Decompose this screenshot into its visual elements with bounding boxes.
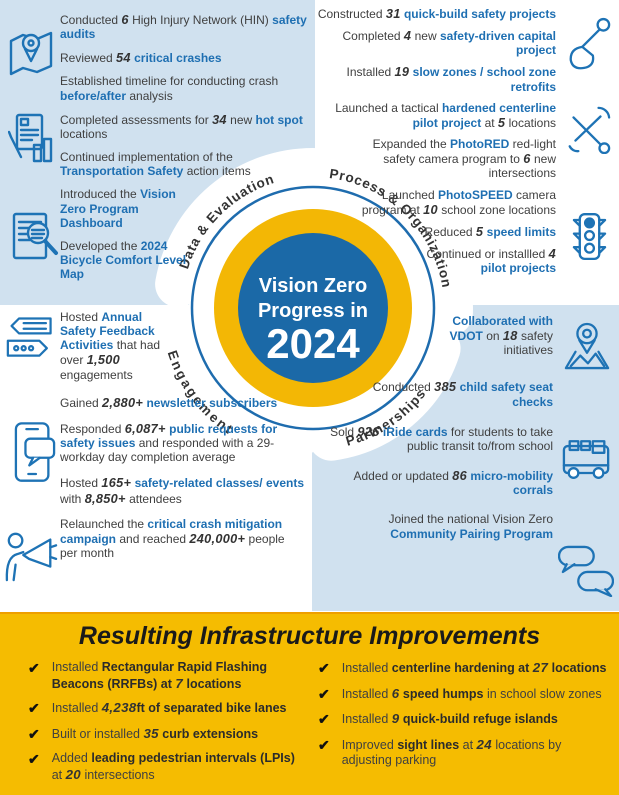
list-item: ✔ Added leading pedestrian intervals (LPI… [28,751,295,782]
checkmark-icon: ✔ [28,660,40,676]
list-item: Relaunched the critical crash mitigation… [60,516,285,561]
list-item: Hosted Annual Safety Feedback Activities… [60,310,161,382]
list-item: Responded 6,087+ public requests for saf… [60,420,278,465]
checkmark-icon: ✔ [318,711,330,727]
list-item: Developed the 2024 Bicycle Comfort Level… [60,238,187,282]
list-item: Completed 4 new safety-driven capital pr… [342,28,556,58]
process-organization-items: Constructed 31 quick-build safety projec… [310,6,556,282]
bus-icon [562,438,612,483]
report-magnifier-icon [12,212,60,268]
checkmark-icon: ✔ [28,700,40,717]
feedback-bubbles-icon [6,316,58,360]
traffic-light-icon [572,212,607,263]
center-line-1: Vision Zero [259,275,368,297]
checkmark-icon: ✔ [28,751,40,768]
list-item: Reviewed 54 critical crashes [60,50,222,66]
list-item: ✔ Built or installed 35 curb extensions [28,725,259,742]
center-line-2: Progress in [258,300,368,322]
label-halo-bands [155,148,473,461]
list-item: Reduced 5 speed limits [424,223,556,239]
list-item: ✔ Installed Rectangular Rapid Flashing Be… [28,660,268,691]
list-item: Collaborated with VDOT on 18 safety init… [449,314,553,358]
list-item: Continued implementation of the Transpor… [60,150,251,179]
footer-panel [0,612,619,795]
list-item: Established timeline for conducting cras… [60,74,279,103]
list-item: Installed 19 slow zones / school zone re… [346,64,556,94]
list-item: Hosted 165+ safety-related classes/ even… [60,475,304,506]
list-item: Joined the national Vision Zero Communit… [388,512,553,541]
footer-right-column: ✔ Installed centerline hardening at 27 lo… [318,660,607,792]
footer-left-column: ✔ Installed Rectangular Rapid Flashing Be… [28,660,308,792]
footer-title: Resulting Infrastructure Improvements [78,622,541,650]
list-item: ✔ Installed centerline hardening at 27 lo… [318,660,607,676]
list-item: Completed assessments for 34 new hot spo… [60,111,303,141]
list-item: Launched a tactical hardened centerline … [335,100,556,130]
map-pin-icon [564,320,610,374]
phone-newsletter-icon [14,421,56,485]
list-item: Conducted 385 child safety seat checks [372,379,553,409]
list-item: Launched PhotoSPEED camera program at 10… [361,187,556,217]
list-item: Conducted 6 High Injury Network (HIN) sa… [60,12,307,42]
tools-icon [562,104,612,154]
list-item: ✔ Improved sight lines at 24 locations by… [318,736,562,768]
chat-bubbles-icon [558,545,614,597]
list-item: Gained 2,880+ newsletter subscribers [60,394,278,410]
center-line-3: 2024 [266,320,360,367]
list-item: Introduced the Vision Zero Program Dashb… [60,187,176,230]
megaphone-outreach-icon [4,528,58,582]
list-item: Expanded the PhotoRED red-light safety c… [372,137,556,181]
list-item: ✔ Installed 4,238ft of separated bike lan… [28,700,287,717]
list-item: ✔ Installed 9 quick-build refuge islands [318,711,558,727]
checkmark-icon: ✔ [318,660,330,676]
list-item: Added or updated 86 micro-mobility corra… [353,468,553,498]
checkmark-icon: ✔ [28,725,40,742]
engagement-items: Hosted Annual Safety Feedback Activities… [60,310,312,571]
map-audit-icon [8,26,54,80]
checkmark-icon: ✔ [318,685,330,702]
list-item: Sold 926 iRide cards for students to tak… [330,423,553,453]
shovel-icon [566,16,612,70]
footer-section: Resulting Infrastructure Improvements ✔ I… [0,614,619,795]
checkmark-icon: ✔ [318,736,330,753]
list-item: Constructed 31 quick-build safety projec… [317,6,556,21]
partnerships-items: Collaborated with VDOT on 18 safety init… [325,314,553,556]
center-circle [238,233,388,383]
data-evaluation-items: Conducted 6 High Injury Network (HIN) sa… [60,12,310,290]
assessment-chart-icon [8,113,56,165]
list-item: ✔ Installed 6 speed humps in school slow … [318,685,602,702]
list-item: Continued or installled 4 pilot projects [426,246,556,276]
